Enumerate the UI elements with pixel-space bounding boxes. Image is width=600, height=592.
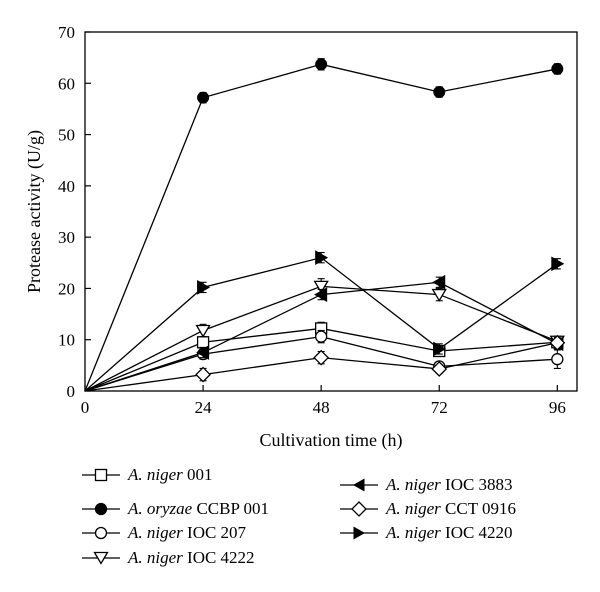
data-point — [315, 250, 329, 266]
legend-item-a-niger-cct-0916: A. niger CCT 0916 — [338, 497, 516, 521]
legend-species: A. niger — [128, 523, 183, 542]
y-tick-label: 0 — [67, 382, 76, 401]
series-a-oryzae-ccbp-001 — [84, 58, 564, 392]
data-point — [551, 353, 564, 366]
y-axis-label: Protease activity (U/g) — [24, 130, 45, 293]
legend-item-a-niger-ioc-207: A. niger IOC 207 — [80, 521, 246, 545]
legend-marker-square-open-icon — [82, 468, 120, 482]
data-point — [197, 280, 211, 295]
legend-strain: IOC 3883 — [445, 475, 513, 494]
data-point — [432, 274, 446, 290]
x-tick-label: 24 — [195, 398, 213, 417]
legend-strain: CCT 0916 — [445, 499, 517, 518]
legend-species: A. niger — [128, 465, 183, 484]
legend-item-a-niger-ioc-4220: A. niger IOC 4220 — [338, 521, 513, 545]
data-point — [315, 330, 328, 343]
data-point — [433, 341, 447, 357]
data-point — [313, 349, 330, 366]
legend-species: A. oryzae — [128, 499, 193, 518]
x-tick-label: 96 — [549, 398, 566, 417]
legend-strain: IOC 207 — [187, 523, 247, 542]
legend-species: A. niger — [386, 523, 441, 542]
data-point — [549, 334, 566, 351]
y-tick-label: 10 — [58, 331, 75, 350]
series-a-niger-cct-0916 — [84, 334, 566, 392]
y-tick-label: 20 — [58, 279, 75, 298]
data-point — [195, 324, 211, 338]
y-tick-label: 50 — [58, 126, 75, 145]
y-tick-label: 60 — [58, 74, 75, 93]
data-point — [195, 366, 211, 383]
legend-species: A. niger — [386, 499, 441, 518]
legend-species: A. niger — [386, 475, 441, 494]
data-point — [431, 361, 448, 377]
legend-item-a-niger-ioc-4222: A. niger IOC 4222 — [80, 546, 255, 570]
legend-species: A. niger — [128, 548, 183, 567]
data-point — [433, 86, 446, 99]
y-tick-label: 70 — [58, 23, 75, 42]
x-tick-label: 72 — [431, 398, 448, 417]
x-axis-label: Cultivation time (h) — [260, 430, 403, 451]
legend-marker-triangle-right-filled-icon — [340, 526, 378, 540]
y-tick-label: 40 — [58, 177, 75, 196]
x-tick-label: 0 — [81, 398, 90, 417]
data-point — [315, 58, 328, 71]
legend-strain: 001 — [187, 465, 213, 484]
legend-marker-triangle-down-open-icon — [82, 551, 120, 565]
data-point — [551, 256, 565, 272]
legend-strain: IOC 4222 — [187, 548, 255, 567]
data-point — [551, 62, 564, 75]
legend-marker-circle-filled-icon — [82, 502, 120, 516]
legend-item-a-niger-001: A. niger 001 — [80, 463, 213, 487]
legend-strain: IOC 4220 — [445, 523, 513, 542]
data-point — [313, 280, 329, 294]
series-a-niger-ioc-4220 — [84, 250, 565, 392]
data-point — [197, 91, 210, 104]
y-tick-label: 30 — [58, 228, 75, 247]
data-point — [196, 336, 210, 349]
plot-frame — [84, 31, 578, 392]
legend-marker-circle-open-icon — [82, 526, 120, 540]
legend-item-a-oryzae-ccbp-001: A. oryzae CCBP 001 — [80, 497, 269, 521]
protease-activity-chart: 0 10 20 30 40 50 60 70 0 24 48 72 96 Cultivation time… — [24, 23, 578, 451]
legend-strain: CCBP 001 — [196, 499, 270, 518]
x-tick-label: 48 — [313, 398, 330, 417]
data-point — [431, 288, 447, 302]
data-point — [314, 287, 328, 302]
data-point — [196, 345, 210, 360]
legend-marker-triangle-left-filled-icon — [340, 478, 378, 492]
legend-marker-diamond-open-icon — [340, 501, 378, 517]
legend-item-a-niger-ioc-3883: A. niger IOC 3883 — [338, 473, 513, 497]
